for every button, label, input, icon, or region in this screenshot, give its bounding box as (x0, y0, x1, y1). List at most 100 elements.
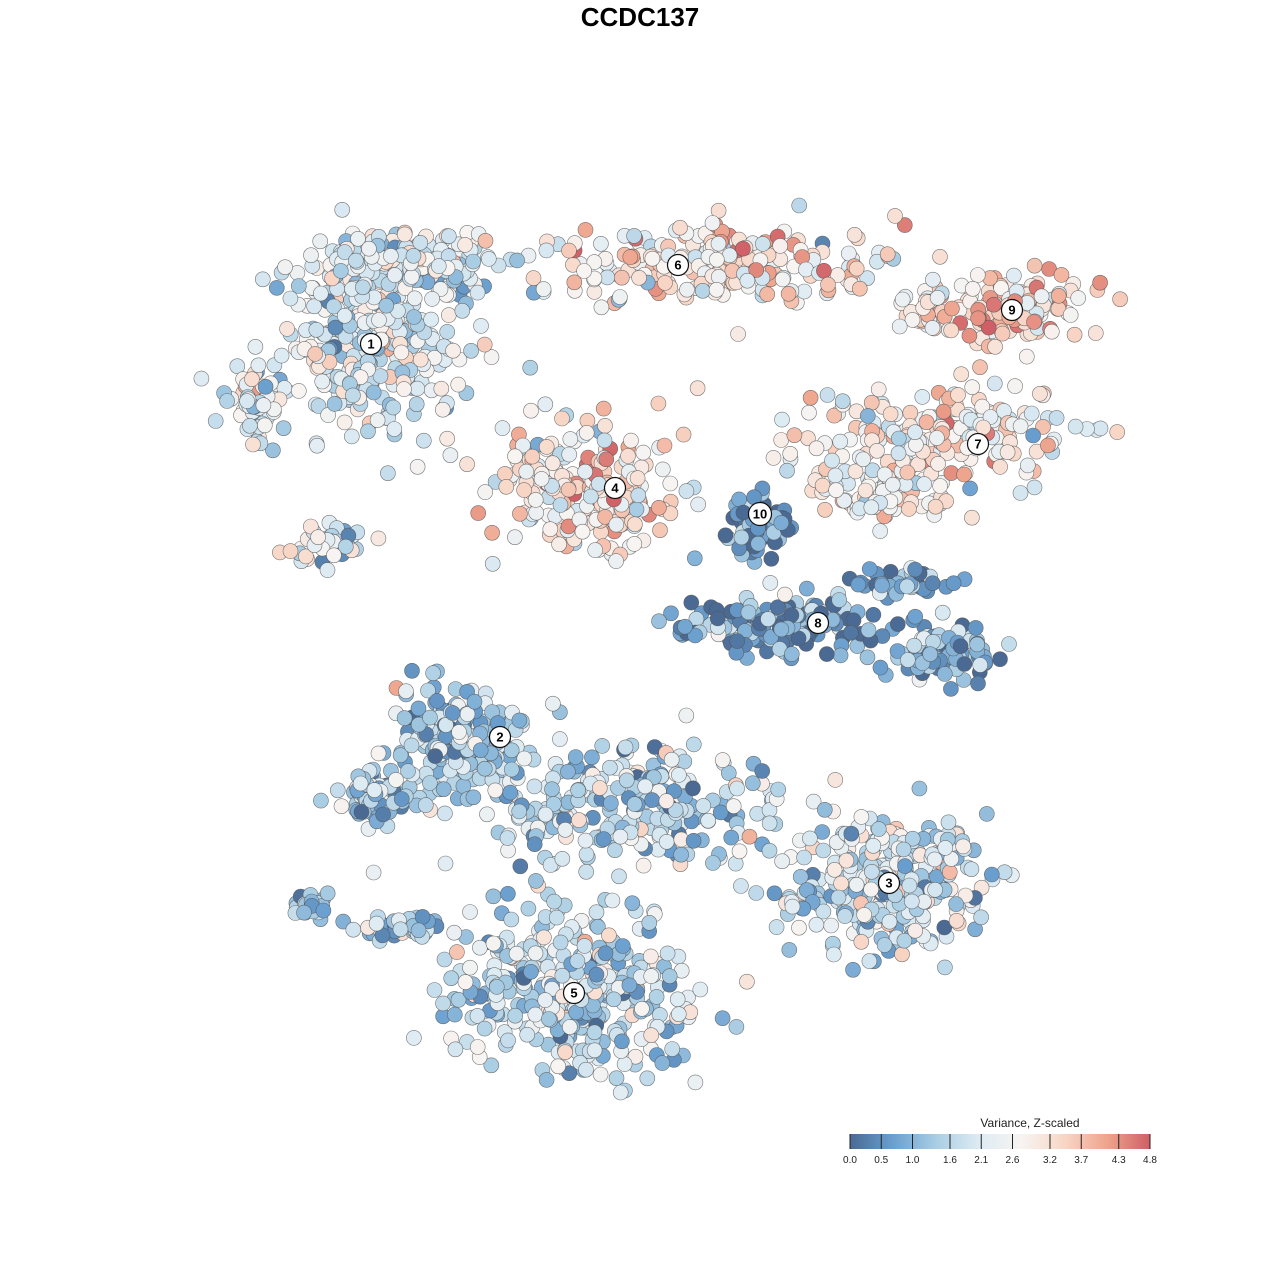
data-point (439, 324, 456, 340)
data-point (604, 892, 621, 909)
data-point (518, 463, 535, 480)
data-point (735, 240, 751, 257)
data-point (500, 885, 516, 902)
data-point (507, 448, 523, 465)
data-point (406, 309, 422, 325)
data-point (1044, 323, 1060, 340)
cluster-label-badge (666, 253, 690, 277)
data-point (773, 515, 790, 531)
data-point (476, 336, 493, 353)
cluster-label-8: 8 (806, 611, 830, 635)
data-point (980, 319, 997, 336)
data-point (972, 657, 989, 673)
data-point (904, 312, 921, 328)
data-point (245, 436, 261, 453)
data-point (396, 381, 412, 397)
data-point (405, 248, 422, 264)
data-point (690, 496, 707, 513)
data-point (1070, 290, 1086, 306)
data-point (595, 831, 612, 847)
data-point (326, 396, 343, 412)
data-point (827, 467, 844, 484)
cluster-label-9: 9 (1000, 298, 1024, 322)
data-point (617, 739, 634, 756)
data-point (309, 437, 325, 454)
data-point (967, 620, 984, 636)
data-point (802, 389, 819, 406)
data-point (863, 499, 880, 516)
data-point (761, 815, 778, 832)
data-point (941, 864, 958, 880)
data-point (412, 351, 429, 368)
data-point (410, 716, 427, 733)
data-point (774, 853, 790, 870)
data-point (466, 693, 483, 710)
data-point (524, 448, 541, 465)
cluster-label-badge (1000, 298, 1024, 322)
data-point (597, 509, 613, 525)
data-point (774, 411, 790, 428)
data-point (705, 855, 721, 871)
data-point (310, 398, 327, 414)
data-point (494, 420, 511, 436)
data-point (728, 1019, 745, 1035)
cluster-label-text: 2 (496, 730, 503, 745)
data-point (881, 913, 898, 930)
data-point (963, 861, 980, 878)
data-point (329, 782, 346, 799)
data-point (708, 251, 725, 268)
data-point (937, 959, 953, 976)
data-point (436, 951, 453, 968)
data-point (554, 410, 570, 427)
data-point (656, 437, 673, 454)
data-point (440, 228, 457, 244)
data-point (229, 358, 246, 375)
data-point (503, 761, 520, 778)
data-point (371, 312, 387, 328)
data-point (729, 633, 746, 649)
data-point (972, 359, 988, 376)
data-point (894, 946, 910, 963)
data-point (831, 592, 848, 608)
data-point (480, 251, 497, 267)
data-point (890, 445, 907, 462)
data-point (644, 250, 661, 267)
data-point (651, 613, 667, 630)
data-point (948, 896, 964, 912)
data-point (303, 247, 319, 263)
data-point (608, 1070, 625, 1086)
data-point (577, 222, 594, 238)
data-point (859, 649, 876, 666)
data-point (473, 318, 489, 334)
data-point (791, 197, 808, 214)
data-point (614, 1033, 630, 1050)
data-point (859, 408, 876, 424)
data-point (485, 935, 502, 952)
data-point (545, 796, 562, 812)
data-point (710, 235, 727, 252)
data-point (345, 387, 361, 404)
data-point (657, 275, 673, 291)
data-point (725, 798, 742, 815)
data-point (891, 318, 908, 335)
data-point (422, 775, 438, 791)
data-point (964, 509, 980, 526)
color-legend: Variance, Z-scaled 0.0 0.5 1.0 1.6 2.1 2.6 3.2… (843, 1116, 1157, 1166)
data-point (484, 555, 501, 572)
data-point (325, 298, 342, 315)
data-point (834, 393, 851, 410)
data-point (417, 797, 434, 813)
data-point (265, 442, 281, 459)
data-point (602, 759, 618, 776)
cluster-label-text: 6 (674, 258, 681, 273)
data-point (552, 934, 569, 951)
data-point (731, 843, 748, 860)
data-point (337, 538, 354, 555)
data-point (354, 279, 371, 296)
data-point (969, 636, 986, 653)
data-point (561, 446, 578, 463)
legend-tick-label: 3.7 (1074, 1155, 1088, 1166)
data-point (614, 938, 631, 954)
data-point (648, 989, 665, 1005)
